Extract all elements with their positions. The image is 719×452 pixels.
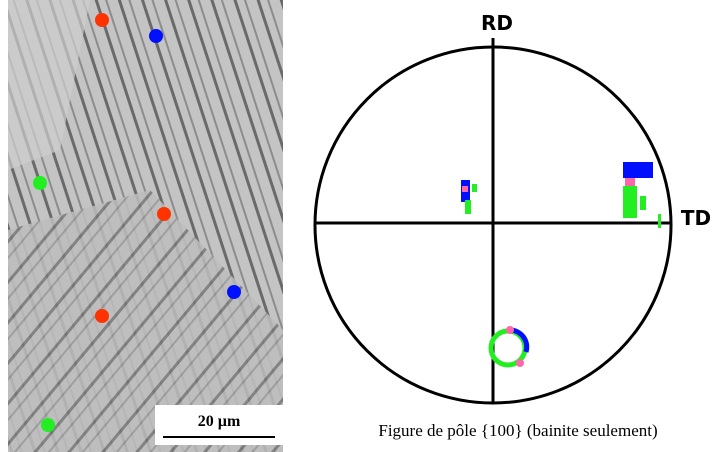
- scale-box: [155, 405, 283, 445]
- marker-red: [95, 13, 109, 27]
- pole-figure: RD TD Figure de pôle {100} (bainite seul…: [313, 11, 711, 440]
- caption: Figure de pôle {100} (bainite seulement): [378, 421, 657, 440]
- td-label: TD: [681, 206, 711, 230]
- micrograph: 20 µm: [8, 0, 283, 452]
- pole-cluster: [488, 326, 530, 368]
- marker-red: [157, 207, 171, 221]
- marker-green: [41, 418, 55, 432]
- pole-cluster: [623, 162, 661, 228]
- rd-label: RD: [481, 11, 513, 35]
- marker-blue: [149, 29, 163, 43]
- pole-cluster: [461, 180, 477, 214]
- marker-blue: [227, 285, 241, 299]
- scale-label: 20 µm: [198, 413, 241, 430]
- marker-red: [95, 309, 109, 323]
- marker-green: [33, 176, 47, 190]
